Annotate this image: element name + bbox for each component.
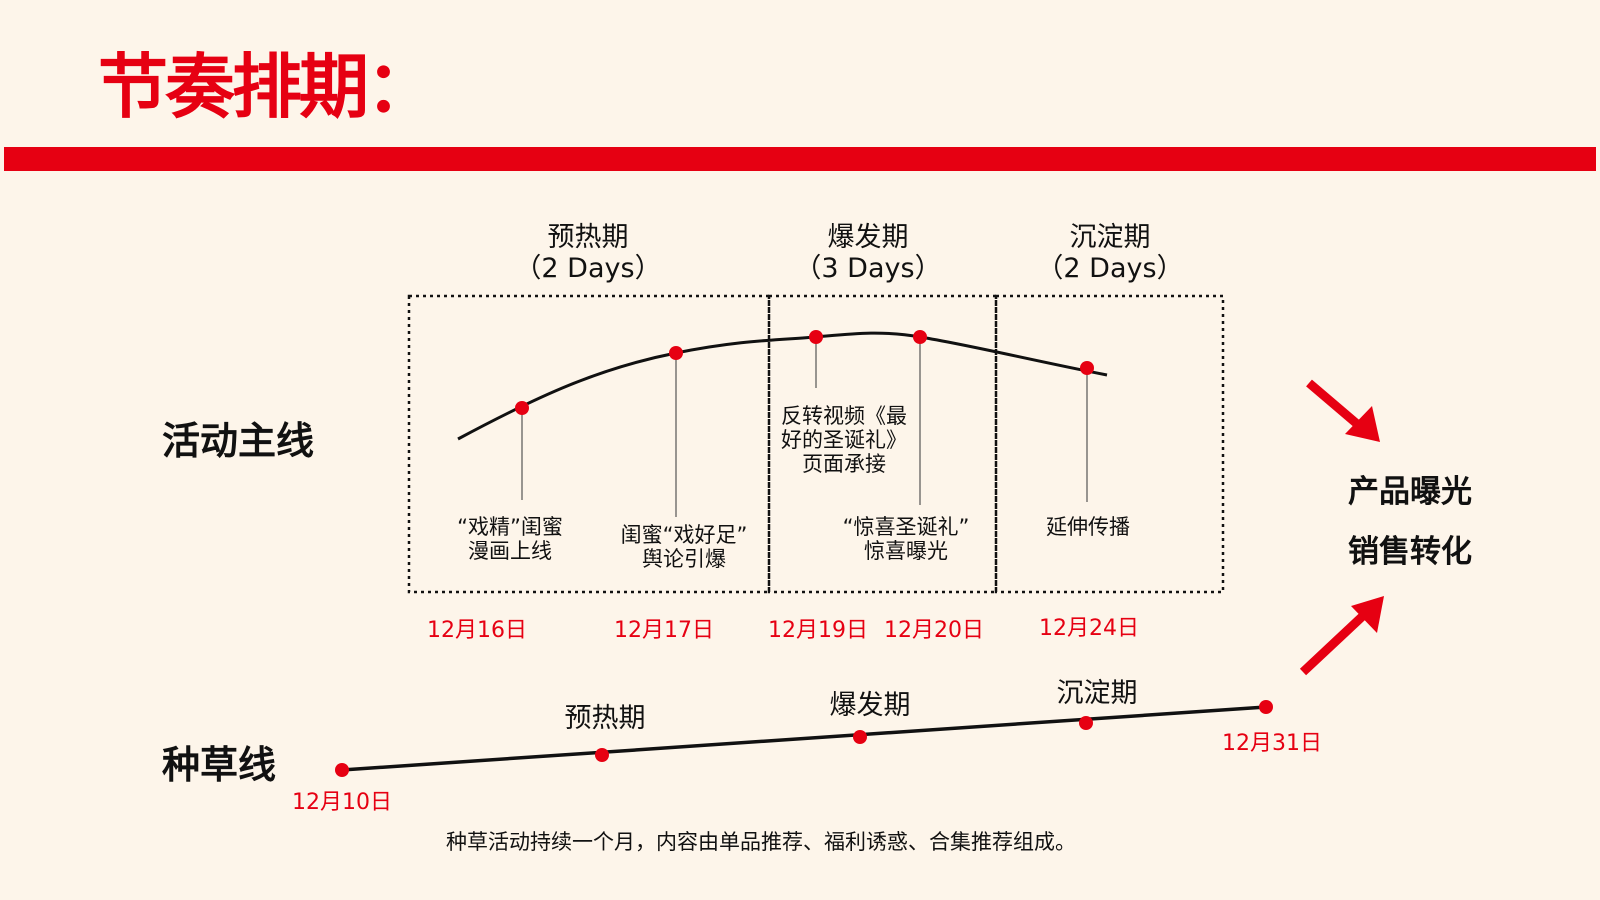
event-note-line: 反转视频《最 [781, 404, 907, 428]
grass-phase-settle: 沉淀期 [1056, 678, 1138, 709]
grass-phase-burst: 爆发期 [829, 690, 911, 721]
grass-phase-preheat: 预热期 [564, 703, 646, 734]
grass-point-end [1259, 700, 1273, 714]
phase-duration: （3 Days） [794, 253, 942, 285]
event-note-line: 惊喜曝光 [863, 539, 948, 564]
grass-line-description: 种草活动持续一个月，内容由单品推荐、福利诱惑、合集推荐组成。 [446, 830, 1076, 854]
phase-box-burst [767, 294, 998, 594]
event-note-line: “惊喜圣诞礼” [842, 515, 970, 539]
phase-header-settle: 沉淀期 （2 Days） [1036, 222, 1183, 284]
grass-line [341, 705, 1267, 772]
event-note-3: 反转视频《最 好的圣诞礼》 页面承接 [781, 404, 907, 476]
phase-duration: （2 Days） [1036, 253, 1184, 285]
phase-name: 沉淀期 [1069, 222, 1151, 253]
event-date-1: 12月16日 [427, 618, 527, 643]
phase-box-preheat [407, 294, 771, 594]
event-note-line: 好的圣诞礼》 [781, 428, 907, 453]
event-point-1 [515, 401, 529, 415]
grass-point-preheat [595, 748, 609, 762]
event-note-4: “惊喜圣诞礼” 惊喜曝光 [843, 515, 970, 563]
event-note-5: 延伸传播 [1046, 515, 1130, 539]
result-conversion: 销售转化 [1348, 534, 1472, 570]
grass-end-date: 12月31日 [1222, 731, 1322, 756]
grass-start-date: 12月10日 [292, 790, 392, 815]
event-note-2: 闺蜜“戏好足” 舆论引爆 [621, 523, 748, 571]
phase-duration: （2 Days） [514, 253, 662, 285]
phase-box-settle [994, 294, 1225, 594]
arrow-down-right-icon [1306, 379, 1380, 442]
grass-point-settle [1079, 716, 1093, 730]
title-underline-bar [4, 147, 1596, 171]
grass-line-label: 种草线 [162, 743, 277, 787]
event-point-4 [913, 330, 927, 344]
phase-name: 预热期 [547, 222, 629, 253]
event-point-3 [809, 330, 823, 344]
event-note-1: “戏精”闺蜜 漫画上线 [457, 515, 563, 563]
event-note-line: 延伸传播 [1046, 515, 1130, 539]
phase-name: 爆发期 [827, 222, 909, 253]
phase-header-burst: 爆发期 （3 Days） [794, 222, 941, 284]
event-point-2 [669, 346, 683, 360]
event-date-3: 12月19日 [768, 618, 868, 643]
result-exposure: 产品曝光 [1348, 474, 1472, 510]
main-line-label: 活动主线 [162, 419, 315, 463]
arrow-up-right-icon [1299, 596, 1384, 676]
event-date-2: 12月17日 [614, 618, 714, 643]
grass-point-start [335, 763, 349, 777]
event-note-line: 闺蜜“戏好足” [620, 523, 748, 547]
event-note-line: “戏精”闺蜜 [457, 515, 563, 539]
grass-point-burst [853, 730, 867, 744]
phase-header-preheat: 预热期 （2 Days） [514, 222, 661, 284]
event-date-5: 12月24日 [1039, 616, 1139, 641]
event-note-line: 舆论引爆 [641, 547, 726, 572]
event-note-line: 漫画上线 [467, 539, 552, 564]
event-point-5 [1080, 361, 1094, 375]
event-note-line: 页面承接 [802, 452, 886, 477]
page-title: 节奏排期： [98, 46, 436, 128]
event-date-4: 12月20日 [884, 618, 984, 643]
